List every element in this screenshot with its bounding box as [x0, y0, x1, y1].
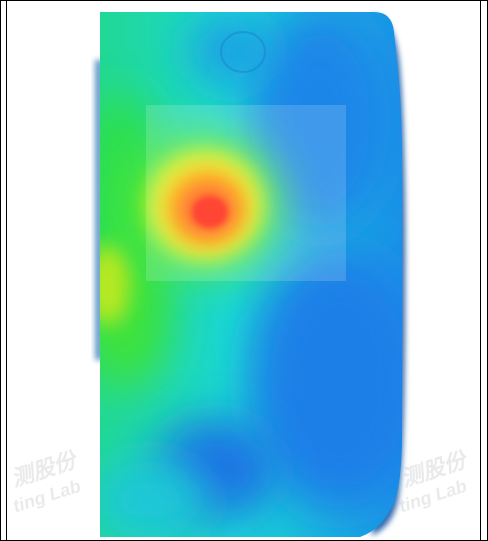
camera-ring [220, 31, 266, 73]
right-border-line [480, 0, 481, 541]
left-border-line [6, 0, 7, 541]
device-left-edge-shadow [95, 60, 103, 360]
measurement-region-box [146, 105, 346, 281]
device-surface [100, 12, 402, 537]
